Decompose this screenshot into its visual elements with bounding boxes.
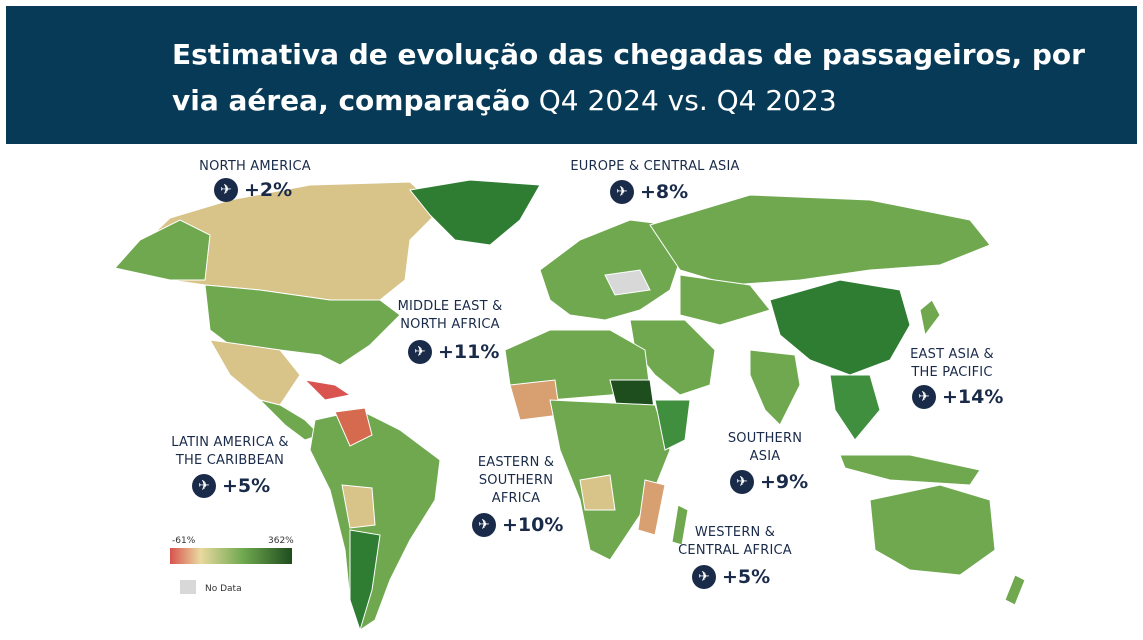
region-percent: +5% xyxy=(222,475,271,497)
argentina-shape xyxy=(349,529,381,632)
region-value-north-america: ✈ +2% xyxy=(214,178,292,202)
southern-africa-beige xyxy=(579,474,616,511)
central-asia-shape xyxy=(679,274,771,326)
legend-max-label: 362% xyxy=(268,536,294,546)
greenland-shape xyxy=(409,179,541,246)
region-value-middle-east-north-africa: ✈ +11% xyxy=(408,340,499,364)
bolivia-shape xyxy=(341,484,376,529)
region-label-western-central-africa: WESTERN & CENTRAL AFRICA xyxy=(678,525,792,558)
airplane-icon: ✈ xyxy=(692,565,716,589)
legend-gradient-bar xyxy=(170,548,292,564)
region-label-southern-asia: SOUTHERN ASIA xyxy=(727,431,803,464)
region-value-europe-central-asia: ✈ +8% xyxy=(610,180,688,204)
legend-min-label: -61% xyxy=(172,536,196,546)
mozambique-shape xyxy=(637,479,666,536)
region-value-east-asia-pacific: ✈ +14% xyxy=(912,385,1003,409)
airplane-icon: ✈ xyxy=(912,385,936,409)
title-period: Q4 2024 vs. Q4 2023 xyxy=(538,84,837,117)
world-map xyxy=(110,150,1143,640)
southeast-asia-shape xyxy=(829,374,881,441)
chart-title: Estimativa de evolução das chegadas de p… xyxy=(172,32,1132,124)
region-label-latin-america-caribbean: LATIN AMERICA & THE CARIBBEAN xyxy=(171,435,289,468)
airplane-icon: ✈ xyxy=(408,340,432,364)
region-label-europe-central-asia: EUROPE & CENTRAL ASIA xyxy=(570,159,740,174)
japan-shape xyxy=(919,299,941,337)
venezuela-shape xyxy=(334,407,373,447)
airplane-icon: ✈ xyxy=(214,178,238,202)
china-shape xyxy=(769,279,911,376)
region-label-eastern-southern-africa: EASTERN & SOUTHERN AFRICA xyxy=(477,455,555,506)
indonesia-shape xyxy=(839,454,981,486)
east-africa-shape xyxy=(654,399,691,451)
region-value-latin-america-caribbean: ✈ +5% xyxy=(192,474,270,498)
world-map-svg xyxy=(114,179,1026,632)
title-bold: Estimativa de evolução das chegadas de p… xyxy=(172,38,1085,117)
region-percent: +11% xyxy=(438,341,500,363)
airplane-icon: ✈ xyxy=(472,513,496,537)
region-percent: +14% xyxy=(942,386,1004,408)
region-label-middle-east-north-africa: MIDDLE EAST & NORTH AFRICA xyxy=(397,299,503,332)
australia-shape xyxy=(869,484,996,576)
region-percent: +2% xyxy=(244,179,293,201)
airplane-icon: ✈ xyxy=(610,180,634,204)
ukraine-shape xyxy=(604,269,651,296)
region-label-north-america: NORTH AMERICA xyxy=(199,159,311,174)
madagascar-shape xyxy=(671,504,689,546)
europe-shape xyxy=(539,219,681,321)
region-value-southern-asia: ✈ +9% xyxy=(730,470,808,494)
caribbean-shape xyxy=(303,379,352,401)
airplane-icon: ✈ xyxy=(192,474,216,498)
region-percent: +9% xyxy=(760,471,809,493)
region-percent: +5% xyxy=(722,566,771,588)
india-shape xyxy=(749,349,801,426)
region-percent: +10% xyxy=(502,514,564,536)
region-value-eastern-southern-africa: ✈ +10% xyxy=(472,513,563,537)
region-label-east-asia-pacific: EAST ASIA & THE PACIFIC xyxy=(910,347,994,380)
alaska-shape xyxy=(114,219,211,281)
new-zealand-shape xyxy=(1004,574,1026,606)
russia-shape xyxy=(649,194,991,286)
region-value-western-central-africa: ✈ +5% xyxy=(692,565,770,589)
legend-no-data-swatch xyxy=(180,580,196,594)
title-banner: Estimativa de evolução das chegadas de p… xyxy=(6,6,1137,144)
airplane-icon: ✈ xyxy=(730,470,754,494)
region-percent: +8% xyxy=(640,181,689,203)
legend-no-data-label: No Data xyxy=(205,584,242,594)
